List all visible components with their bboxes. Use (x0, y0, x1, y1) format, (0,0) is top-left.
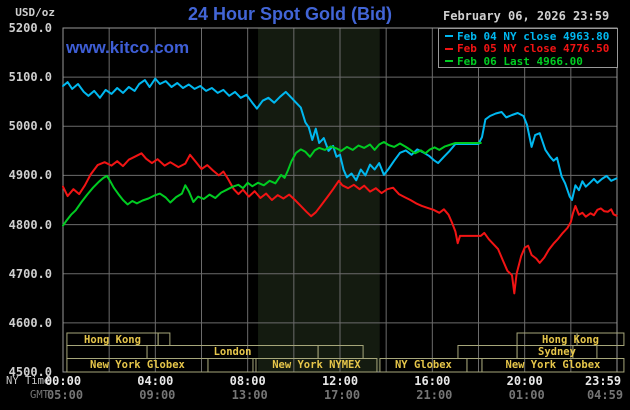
x-tick-label-gmt: 05:00 (46, 388, 84, 402)
y-tick-label: 5100.0 (8, 70, 52, 85)
page-title: 24 Hour Spot Gold (Bid) (188, 4, 392, 24)
x-tick-label-gmt: 01:00 (508, 388, 545, 402)
session-label-ny-globex: NY Globex (394, 359, 452, 371)
x-tick-label-gmt: 04:59 (586, 388, 624, 402)
x-tick-label-ny: 04:00 (137, 374, 174, 388)
y-tick-label: 4900.0 (8, 168, 52, 183)
x-tick-label-gmt: 13:00 (231, 388, 268, 402)
x-tick-label-ny: 20:00 (506, 374, 543, 388)
y-tick-label: 4500.0 (8, 365, 52, 379)
legend-item-label: Feb 04 NY close 4963.80 (457, 29, 610, 43)
session-label-new-york-globex: New York Globex (505, 359, 601, 371)
legend-item-feb04: Feb 04 NY close 4963.80 (443, 30, 617, 43)
y-tick-label: 4700.0 (8, 266, 52, 281)
ny-time-axis-label: NY Time (6, 375, 51, 387)
x-tick-label-gmt: 21:00 (416, 388, 453, 402)
session-box (207, 358, 254, 373)
legend-item-label: Feb 05 NY close 4776.50 (457, 42, 610, 56)
legend-dash-icon (445, 60, 453, 63)
session-label-new-york-globex: New York Globex (90, 359, 185, 371)
kitco-watermark-link[interactable]: www.kitco.com (66, 38, 190, 57)
x-tick-label-ny: 08:00 (229, 374, 266, 388)
legend-item-feb06: Feb 06 Last 4966.00 (443, 55, 617, 68)
datetime-label: February 06, 2026 23:59 (443, 9, 610, 23)
legend-box: Feb 04 NY close 4963.80 Feb 05 NY close 4… (438, 28, 618, 68)
session-box (457, 345, 518, 359)
session-box (481, 358, 625, 373)
session-label-london: London (213, 346, 252, 358)
y-tick-label: 5200.0 (8, 21, 52, 35)
legend-dash-icon (445, 47, 453, 50)
legend-dash-icon (445, 35, 453, 38)
series-line (62, 77, 618, 201)
x-tick-label-ny: 23:59 (584, 374, 622, 388)
gmt-axis-label: GMT (30, 389, 49, 401)
y-tick-label: 5000.0 (8, 119, 52, 134)
y-axis-units-label: USD/oz (15, 6, 55, 19)
legend-item-label: Feb 06 Last 4966.00 (457, 54, 583, 68)
session-label-new-york-nymex: New York NYMEX (272, 359, 361, 371)
x-tick-label-ny: 16:00 (414, 374, 451, 388)
series-line (62, 141, 482, 227)
x-tick-label-gmt: 17:00 (323, 388, 361, 402)
y-tick-label: 4600.0 (8, 315, 52, 330)
session-label-sydney: Sydney (538, 346, 576, 358)
series-line (62, 152, 618, 295)
session-label-hong-kong: Hong Kong (84, 333, 141, 346)
session-box (157, 332, 171, 346)
session-box (255, 358, 378, 373)
x-tick-label-ny: 00:00 (44, 374, 82, 388)
y-tick-label: 4800.0 (8, 217, 52, 232)
x-tick-label-ny: 12:00 (321, 374, 359, 388)
session-label-hong-kong: Hong Kong (542, 333, 599, 346)
x-tick-label-gmt: 09:00 (139, 388, 176, 402)
legend-item-feb05: Feb 05 NY close 4776.50 (443, 42, 617, 56)
session-box (466, 358, 483, 373)
session-box (66, 345, 148, 359)
nymex-highlight-band (258, 28, 380, 372)
